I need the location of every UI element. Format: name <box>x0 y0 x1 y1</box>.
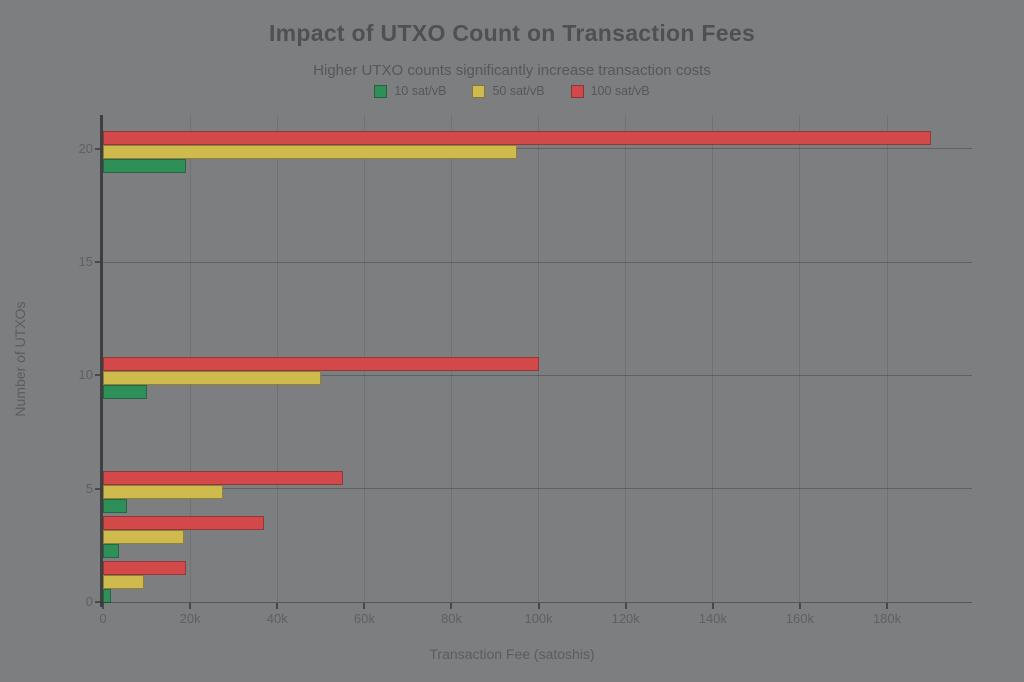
grid-line-horizontal <box>103 374 972 376</box>
bar-20utxo-100satvB <box>103 130 931 145</box>
x-tick-label: 180k <box>872 611 902 626</box>
x-tick-mark <box>363 603 366 609</box>
x-tick-mark <box>624 603 627 609</box>
legend-item-10satvB: 10 sat/vB <box>374 84 446 98</box>
axis-spine-bottom <box>100 602 972 603</box>
x-tick-mark <box>102 603 104 609</box>
chart-subtitle: Higher UTXO counts significantly increas… <box>313 62 711 79</box>
bar-10utxo-50satvB <box>103 371 321 386</box>
chart-title: Impact of UTXO Count on Transaction Fees <box>268 20 756 46</box>
x-tick-mark <box>886 603 889 609</box>
bar-5utxo-100satvB <box>103 470 343 485</box>
x-tick-label: 80k <box>440 611 462 626</box>
bar-1utxo-100satvB <box>103 561 186 576</box>
legend-swatch-icon <box>570 84 584 98</box>
bar-20utxo-50satvB <box>103 144 517 159</box>
x-tick-label: 120k <box>611 611 640 626</box>
legend: 10 sat/vB 50 sat/vB 100 sat/vB <box>0 82 1024 100</box>
bar-1utxo-10satvB <box>103 589 112 604</box>
legend-item-100satvB: 100 sat/vB <box>570 84 650 98</box>
grid-line-horizontal <box>103 261 972 263</box>
legend-swatch-icon <box>374 84 388 98</box>
y-tick-label: 5 <box>85 480 93 496</box>
legend-item-50satvB: 50 sat/vB <box>472 84 545 98</box>
y-axis-label: Number of UTXOs <box>12 301 28 417</box>
legend-label: 100 sat/vB <box>590 84 650 98</box>
x-tick-mark <box>450 603 453 609</box>
axis-spine-left <box>100 115 103 607</box>
x-tick-mark <box>276 603 279 609</box>
y-tick-label: 0 <box>85 594 93 609</box>
y-tick-mark <box>95 487 101 490</box>
y-tick-label: 10 <box>78 367 93 383</box>
grid-line-vertical <box>625 115 627 602</box>
bar-5utxo-50satvB <box>103 484 223 499</box>
grid-line-vertical <box>886 115 888 602</box>
bar-1utxo-50satvB <box>103 575 145 590</box>
x-tick-label: 40k <box>266 611 288 626</box>
bar-10utxo-100satvB <box>103 357 539 372</box>
y-tick-mark <box>95 601 101 603</box>
legend-label: 10 sat/vB <box>394 84 447 98</box>
bar-3utxo-100satvB <box>103 516 265 531</box>
x-tick-mark <box>189 603 192 609</box>
legend-label: 50 sat/vB <box>492 84 545 98</box>
x-axis-label: Transaction Fee (satoshis) <box>429 646 595 662</box>
grid-line-horizontal <box>103 148 972 150</box>
x-tick-label: 60k <box>353 611 375 626</box>
y-tick-mark <box>95 261 101 264</box>
x-tick-mark <box>798 603 801 609</box>
bar-10utxo-10satvB <box>103 385 147 400</box>
x-tick-label: 140k <box>698 611 727 626</box>
legend-swatch-icon <box>472 84 486 98</box>
x-tick-label: 0 <box>99 611 107 626</box>
x-tick-mark <box>537 603 540 609</box>
grid-line-vertical <box>538 115 540 602</box>
x-tick-label: 100k <box>524 611 553 626</box>
bar-5utxo-10satvB <box>103 498 127 513</box>
y-tick-mark <box>95 374 101 377</box>
grid-line-horizontal <box>103 488 972 490</box>
y-tick-mark <box>95 147 101 150</box>
x-tick-mark <box>711 603 714 609</box>
y-tick-label: 15 <box>78 254 93 270</box>
grid-line-vertical <box>712 115 714 602</box>
grid-line-vertical <box>799 115 801 602</box>
x-tick-label: 160k <box>785 611 815 626</box>
y-tick-label: 20 <box>78 140 93 156</box>
bar-20utxo-10satvB <box>103 158 186 173</box>
bar-3utxo-50satvB <box>103 530 184 545</box>
x-tick-label: 20k <box>179 611 201 626</box>
bar-3utxo-10satvB <box>103 544 120 559</box>
